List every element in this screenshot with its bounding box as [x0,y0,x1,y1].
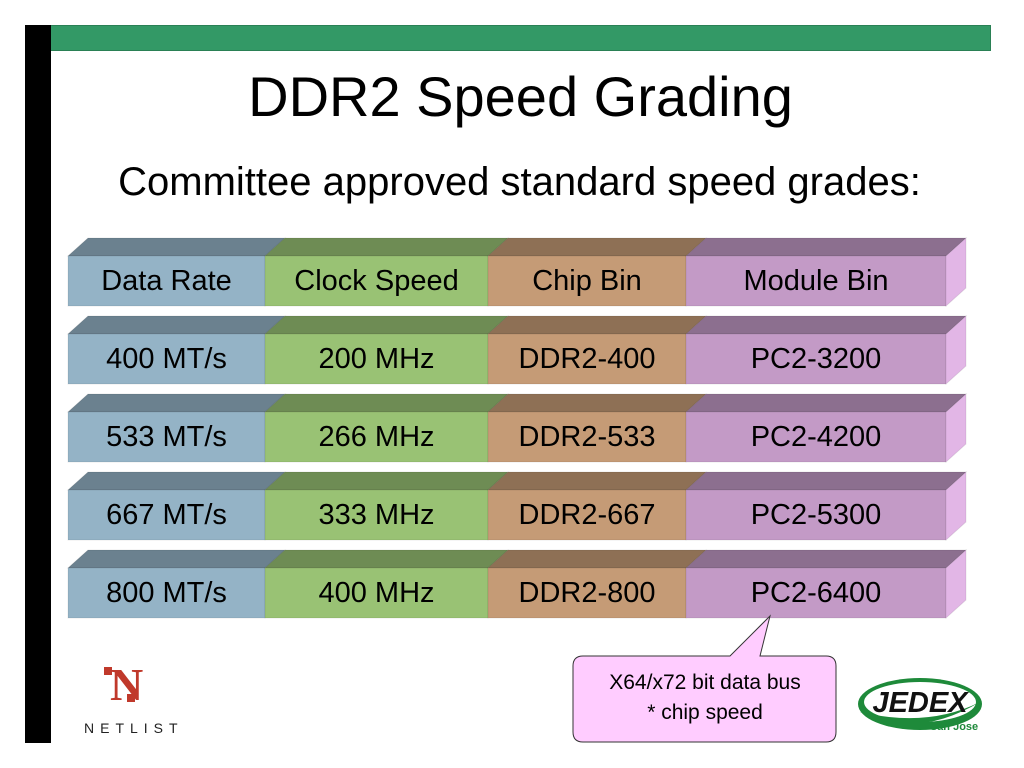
cell-top-face [684,471,968,491]
table-header-cell: Data Rate [101,265,232,297]
cell-side-face [945,314,967,386]
cell-top-face [263,471,510,491]
table-header-cell: Chip Bin [532,265,642,297]
callout-line-2: * chip speed [647,701,763,724]
jedex-logo: JEDEX San Jose [858,678,982,733]
table-cell: 800 MT/s [106,577,227,609]
table-cell: 400 MT/s [106,343,227,375]
table-cell: 266 MHz [318,421,435,453]
table-cell: PC2-3200 [750,343,882,375]
cell-top-face [263,393,510,413]
cell-side-face [945,236,967,308]
cell-top-face [486,237,708,257]
callout-box [572,614,837,743]
cell-top-face [263,237,510,257]
cell-top-face [486,549,708,569]
table-cell: DDR2-533 [518,421,656,453]
jedex-wordmark: JEDEX [872,687,969,719]
cell-top-face [486,315,708,335]
table-cell: DDR2-800 [518,577,656,609]
top-accent-bar [51,25,991,51]
table-cell: 400 MHz [318,577,435,609]
cell-top-face [486,393,708,413]
cell-top-face [66,315,287,335]
cell-top-face [263,315,510,335]
netlist-logo: N [104,660,143,710]
table-cell: DDR2-667 [518,499,656,531]
cell-top-face [684,393,968,413]
slide-title: DDR2 Speed Grading [248,65,793,128]
cell-side-face [945,470,967,542]
cell-top-face [66,471,287,491]
cell-top-face [66,393,287,413]
table-cell: 200 MHz [318,343,435,375]
callout-line-1: X64/x72 bit data bus [609,671,801,694]
cell-side-face [945,392,967,464]
table-cell: 533 MT/s [106,421,227,453]
netlist-mark: N [110,660,143,710]
cell-side-face [945,548,967,620]
slide-subtitle: Committee approved standard speed grades… [118,160,921,204]
jedex-subtext: San Jose [930,721,978,733]
table-header-cell: Clock Speed [294,265,459,297]
table-cell: PC2-4200 [750,421,882,453]
table-cell: 667 MT/s [106,499,227,531]
cell-top-face [66,237,287,257]
callout-text: X64/x72 bit data bus * chip speed [573,668,837,728]
cell-top-face [66,549,287,569]
cell-top-face [684,237,968,257]
cell-top-face [263,549,510,569]
netlist-wordmark: NETLIST [84,720,184,736]
table-header-cell: Module Bin [743,265,889,297]
cell-top-face [486,471,708,491]
cell-top-face [684,549,968,569]
table-cell: PC2-6400 [750,577,882,609]
table-cell: DDR2-400 [518,343,656,375]
table-cell: PC2-5300 [750,499,882,531]
cell-top-face [684,315,968,335]
left-accent-bar [25,25,51,743]
table-cell: 333 MHz [318,499,435,531]
